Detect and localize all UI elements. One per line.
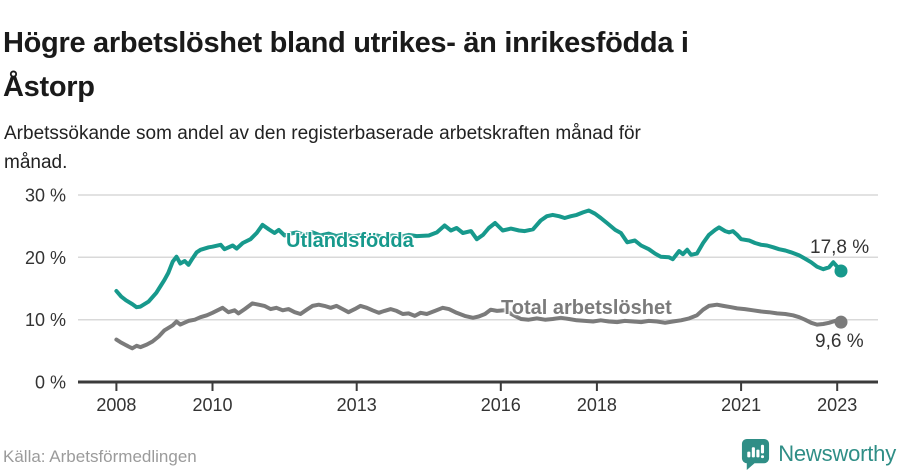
chart-subtitle: Arbetssökande som andel av den registerb… xyxy=(4,119,884,177)
series-end-dot-utlandsfodda xyxy=(834,264,848,278)
x-tick-label: 2010 xyxy=(192,395,232,415)
page-title: Högre arbetslöshet bland utrikes- än inr… xyxy=(3,21,893,109)
newsworthy-logo-text: Newsworthy xyxy=(778,441,896,466)
series-label-total-arbetsloshet: Total arbetslöshet xyxy=(501,297,672,319)
source-note: Källa: Arbetsförmedlingen xyxy=(3,447,197,466)
subtitle-line-2: månad. xyxy=(4,152,68,173)
y-tick-label: 10 % xyxy=(25,310,66,330)
x-tick-label: 2021 xyxy=(721,395,761,415)
x-tick-label: 2008 xyxy=(96,395,136,415)
series-line-utlandsfodda xyxy=(114,208,843,310)
series-label-utlandsfodda: Utlandsfödda xyxy=(286,230,414,252)
x-tick-label: 2013 xyxy=(337,395,377,415)
series-end-dot-total xyxy=(834,315,848,329)
end-value-label-total: 9,6 % xyxy=(815,331,864,352)
newsworthy-logo: Newsworthy xyxy=(740,438,896,470)
y-tick-label: 30 % xyxy=(25,186,66,206)
x-tick-label: 2016 xyxy=(481,395,521,415)
series-line-total xyxy=(114,301,843,351)
subtitle-line-1: Arbetssökande som andel av den registerb… xyxy=(4,123,641,144)
newsworthy-bar-chart-bubble-icon xyxy=(740,438,771,470)
x-tick-label: 2018 xyxy=(577,395,617,415)
title-line-1: Högre arbetslöshet bland utrikes- än inr… xyxy=(3,27,689,60)
y-tick-label: 0 % xyxy=(35,373,66,393)
x-tick-label: 2023 xyxy=(817,395,857,415)
title-line-2: Åstorp xyxy=(3,71,95,104)
y-tick-label: 20 % xyxy=(25,248,66,268)
end-value-label-utlandsfodda: 17,8 % xyxy=(810,237,870,258)
